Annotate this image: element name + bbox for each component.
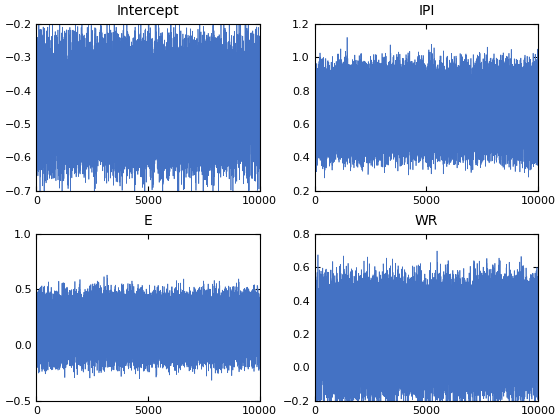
Title: IPI: IPI: [418, 5, 435, 18]
Title: WR: WR: [415, 215, 438, 228]
Title: E: E: [144, 215, 152, 228]
Title: Intercept: Intercept: [116, 5, 179, 18]
